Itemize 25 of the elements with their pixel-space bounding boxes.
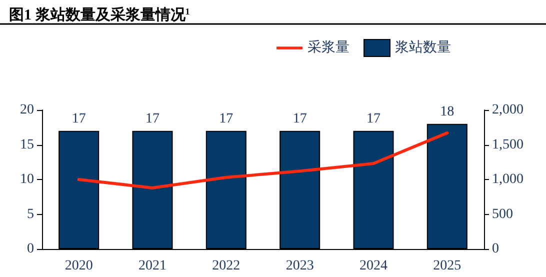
y-tick-label: 0 [27,242,34,256]
data-label: 17 [292,111,307,126]
x-tick-label: 2024 [360,258,388,274]
x-tick-label: 2022 [212,258,240,274]
data-label: 17 [219,111,234,126]
y2-tick-label: 0 [492,242,499,256]
y-tick-label: 5 [27,206,34,222]
y2-tick-label: 500 [492,206,513,222]
data-label: 17 [366,111,380,126]
line-series [77,131,449,190]
y2-tick-label: 1,500 [492,137,524,152]
data-label: 17 [72,111,86,126]
data-label: 17 [146,111,160,126]
x-tick-label: 2023 [286,258,314,274]
legend-label: 浆站数量 [395,40,451,56]
x-tick-label: 2021 [138,258,166,274]
data-label: 18 [440,104,454,120]
y2-tick-label: 1,000 [492,172,524,187]
y-tick-label: 15 [20,137,34,152]
legend-label: 采浆量 [308,40,350,56]
y-tick-label: 20 [20,102,34,118]
x-tick-label: 2025 [433,258,462,274]
x-tick-label: 2020 [64,258,93,274]
y2-tick-label: 2,000 [492,102,524,118]
y-tick-label: 10 [20,172,34,187]
